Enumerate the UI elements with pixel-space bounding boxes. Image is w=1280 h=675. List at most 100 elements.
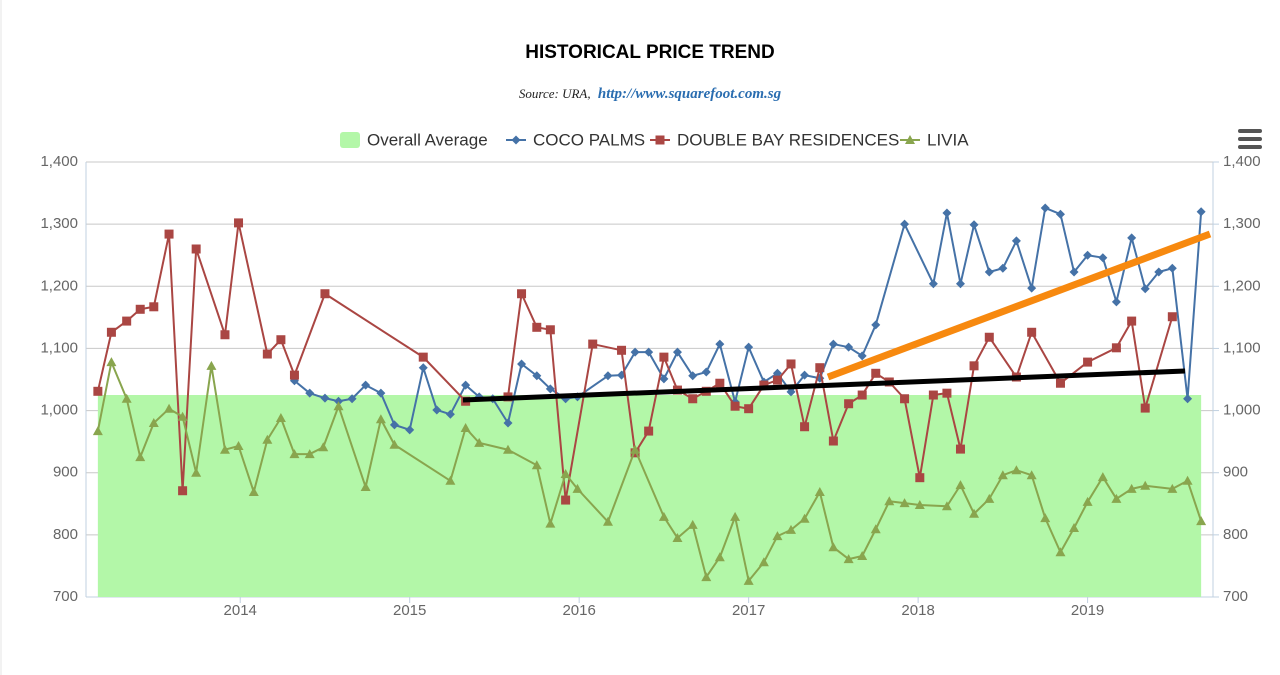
triangle-marker <box>799 513 810 523</box>
source-text: Source: URA, <box>519 86 591 101</box>
triangle-marker <box>1097 472 1108 482</box>
y-tick-label: 800 <box>53 526 78 543</box>
triangle-marker <box>1140 480 1151 490</box>
x-tick-label: 2019 <box>1071 602 1104 619</box>
triangle-marker <box>857 550 868 560</box>
triangle-marker <box>630 444 641 454</box>
diamond-marker <box>744 342 754 352</box>
square-marker <box>106 327 116 337</box>
square-marker <box>617 345 627 355</box>
triangle-marker <box>560 468 571 478</box>
triangle-marker <box>1167 483 1178 493</box>
diamond-marker <box>1154 267 1164 277</box>
legend-item[interactable]: LIVIA <box>900 130 969 149</box>
triangle-marker <box>1026 470 1037 480</box>
triangle-marker <box>289 449 300 459</box>
diamond-marker <box>800 370 810 380</box>
diamond-marker <box>998 263 1008 273</box>
legend-marker <box>511 135 521 145</box>
square-marker <box>786 359 796 369</box>
square-marker <box>1167 312 1177 322</box>
square-marker <box>871 368 881 378</box>
triangle-marker <box>1196 516 1207 526</box>
diamond-marker <box>828 339 838 349</box>
square-marker <box>759 380 769 390</box>
square-marker <box>1083 357 1093 367</box>
legend-item[interactable]: DOUBLE BAY RESIDENCES <box>650 130 899 149</box>
triangle-marker <box>814 486 825 496</box>
square-marker <box>1127 316 1137 326</box>
diamond-marker <box>445 409 455 419</box>
y2-tick-label: 700 <box>1223 588 1248 605</box>
triangle-marker <box>941 501 952 511</box>
triangle-marker <box>531 460 542 470</box>
triangle-marker <box>1182 475 1193 485</box>
square-marker <box>730 401 740 411</box>
y2-tick-label: 1,300 <box>1223 215 1261 232</box>
triangle-marker <box>191 467 202 477</box>
triangle-marker <box>984 493 995 503</box>
square-marker <box>900 394 910 404</box>
y-tick-label: 900 <box>53 464 78 481</box>
diamond-marker <box>1167 263 1177 273</box>
triangle-marker <box>914 500 925 510</box>
triangle-marker <box>375 414 386 424</box>
y-tick-label: 700 <box>53 588 78 605</box>
diamond-marker <box>347 394 357 404</box>
legend-item[interactable]: Overall Average <box>340 130 488 149</box>
triangle-marker <box>304 449 315 459</box>
triangle-marker <box>714 552 725 562</box>
legend-swatch <box>340 132 360 148</box>
square-marker <box>659 352 669 362</box>
series-line <box>96 361 1203 582</box>
square-marker <box>276 335 286 345</box>
diamond-marker <box>1111 297 1121 307</box>
triangle-marker <box>248 486 259 496</box>
square-marker <box>234 218 244 228</box>
square-marker <box>532 322 542 332</box>
diamond-marker <box>1040 203 1050 213</box>
y2-tick-label: 1,000 <box>1223 402 1261 419</box>
x-tick-label: 2016 <box>562 602 595 619</box>
triangle-marker <box>955 480 966 490</box>
diamond-marker <box>969 220 979 230</box>
source-link[interactable]: http://www.squarefoot.com.sg <box>598 86 782 102</box>
triangle-marker <box>148 418 159 427</box>
square-marker <box>178 486 188 496</box>
chart-subtitle: Source: URA, http://www.squarefoot.com.s… <box>519 86 782 102</box>
menu-bar <box>1238 137 1262 141</box>
diamond-marker <box>1196 207 1206 217</box>
square-marker <box>122 316 132 326</box>
square-marker <box>588 339 598 349</box>
menu-button[interactable] <box>1238 129 1262 149</box>
y2-tick-label: 800 <box>1223 526 1248 543</box>
triangle-marker <box>502 444 513 454</box>
diamond-marker <box>389 420 399 430</box>
square-marker <box>418 352 428 362</box>
square-marker <box>857 390 867 400</box>
legend-item[interactable]: COCO PALMS <box>506 130 645 149</box>
triangle-marker <box>1126 483 1137 493</box>
square-marker <box>262 349 272 359</box>
triangle-marker <box>275 413 286 423</box>
trend-annotations <box>462 230 1212 403</box>
legend-marker <box>905 135 915 144</box>
triangle-marker <box>758 557 769 567</box>
legend-label: LIVIA <box>927 130 969 149</box>
square-marker <box>915 473 925 483</box>
square-marker <box>969 361 979 371</box>
diamond-marker <box>1140 284 1150 294</box>
triangle-marker <box>360 482 371 492</box>
triangle-marker <box>1082 496 1093 506</box>
square-marker <box>688 394 698 404</box>
legend-label: COCO PALMS <box>533 130 645 149</box>
triangle-marker <box>121 393 132 403</box>
triangle-marker <box>658 511 669 521</box>
triangle-marker <box>687 519 698 529</box>
diamond-marker <box>545 384 555 394</box>
diamond-marker <box>857 351 867 361</box>
square-marker <box>1111 343 1121 353</box>
triangle-marker <box>135 452 146 462</box>
square-marker <box>191 244 201 254</box>
black-trend-line <box>462 368 1186 403</box>
